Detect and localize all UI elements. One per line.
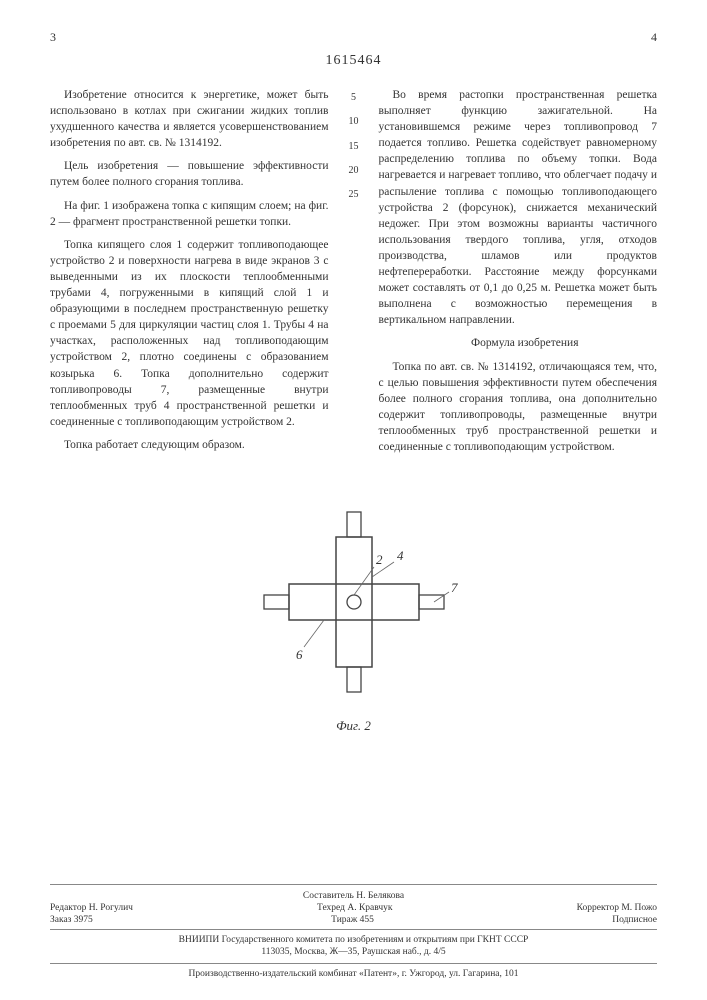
left-column: Изобретение относится к энергетике, може… — [50, 87, 329, 462]
footer: Составитель Н. Белякова Редактор Н. Рогу… — [50, 884, 657, 980]
line-number-gutter: 5 10 15 20 25 — [347, 87, 361, 462]
line-num: 25 — [347, 188, 361, 202]
footer-org1: ВНИИПИ Государственного комитета по изоб… — [50, 934, 657, 946]
para: Топка по авт. св. № 1314192, отличающаяс… — [379, 359, 658, 456]
page-header: 3 4 — [50, 30, 657, 45]
figure-2-svg: 2 4 7 6 — [244, 492, 464, 712]
footer-compiler: Составитель Н. Белякова — [303, 891, 404, 901]
footer-divider — [50, 963, 657, 964]
para: Топка работает следующим образом. — [50, 437, 329, 453]
footer-tech: Техред А. Кравчук — [317, 903, 393, 913]
line-num: 5 — [347, 91, 361, 105]
footer-order: Заказ 3975 — [50, 915, 93, 925]
para: Во время растопки пространственная решет… — [379, 87, 658, 328]
page-left-num: 3 — [50, 30, 56, 45]
callout-2: 2 — [376, 552, 383, 567]
patent-number: 1615464 — [50, 53, 657, 69]
footer-org2: Производственно-издательский комбинат «П… — [50, 968, 657, 980]
footer-addr1: 113035, Москва, Ж—35, Раушская наб., д. … — [50, 946, 657, 958]
footer-tirage: Тираж 455 — [331, 915, 374, 925]
formula-title: Формула изобретения — [379, 335, 658, 351]
footer-editor: Редактор Н. Рогулич — [50, 903, 133, 913]
footer-divider — [50, 929, 657, 930]
para: Изобретение относится к энергетике, може… — [50, 87, 329, 151]
para: На фиг. 1 изображена топка с кипящим сло… — [50, 198, 329, 230]
line-num: 15 — [347, 140, 361, 154]
text-columns: Изобретение относится к энергетике, може… — [50, 87, 657, 462]
para: Топка кипящего слоя 1 содержит топливопо… — [50, 237, 329, 430]
callout-6: 6 — [296, 647, 303, 662]
line-num: 10 — [347, 115, 361, 129]
figure-area: 2 4 7 6 Фиг. 2 — [50, 492, 657, 734]
footer-corrector: Корректор М. Пожо — [577, 903, 657, 913]
line-num: 20 — [347, 164, 361, 178]
callout-7: 7 — [451, 580, 458, 595]
right-column: Во время растопки пространственная решет… — [379, 87, 658, 462]
callout-4: 4 — [397, 548, 404, 563]
figure-label: Фиг. 2 — [50, 718, 657, 734]
footer-sign: Подписное — [612, 915, 657, 925]
para: Цель изобретения — повышение эффективнос… — [50, 158, 329, 190]
page-right-num: 4 — [651, 30, 657, 45]
